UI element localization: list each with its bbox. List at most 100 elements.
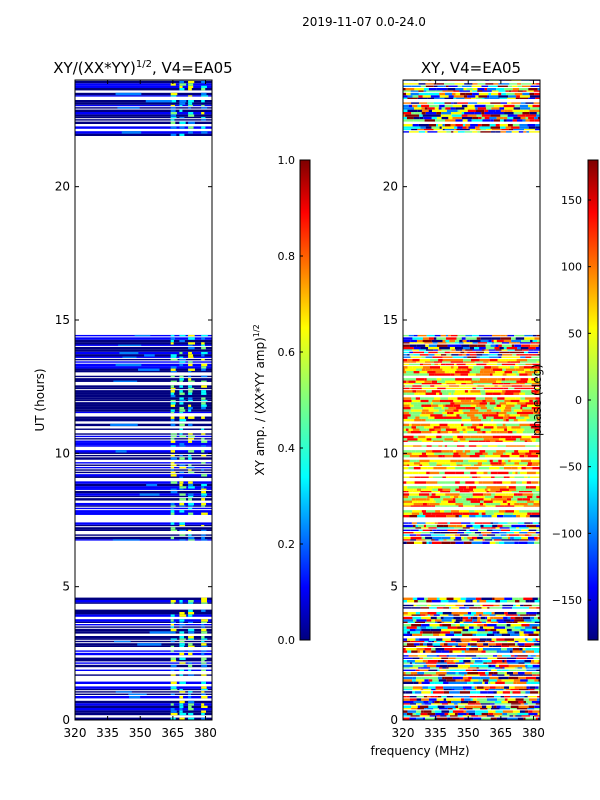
heatmap-cell bbox=[495, 370, 498, 374]
heatmap-stripe bbox=[201, 85, 207, 88]
heatmap-cell bbox=[482, 97, 485, 99]
heatmap-cell bbox=[536, 416, 540, 419]
heatmap-cell bbox=[527, 358, 538, 362]
heatmap-cell bbox=[500, 667, 503, 669]
heatmap-row bbox=[75, 390, 212, 393]
heatmap-cell bbox=[445, 361, 451, 363]
heatmap-stripe bbox=[170, 119, 175, 121]
heatmap-cell bbox=[539, 621, 540, 623]
heatmap-cell bbox=[449, 691, 460, 694]
heatmap-cell bbox=[513, 512, 517, 515]
left-panel: XY/(XX*YY)1/2, V4=EA05 320 335 350 365 380 0… bbox=[33, 59, 233, 740]
heatmap-stripe bbox=[179, 688, 183, 691]
heatmap-cell bbox=[477, 83, 486, 85]
heatmap-row bbox=[75, 539, 212, 541]
heatmap-cell bbox=[451, 392, 454, 395]
heatmap-cell bbox=[429, 676, 438, 680]
heatmap-cell bbox=[470, 358, 480, 362]
heatmap-cell bbox=[453, 616, 461, 620]
heatmap-cell bbox=[524, 428, 535, 431]
heatmap-cell bbox=[443, 698, 447, 701]
heatmap-cell bbox=[495, 710, 503, 713]
heatmap-cell bbox=[403, 514, 410, 518]
heatmap-stripe bbox=[179, 80, 184, 84]
heatmap-cell bbox=[519, 502, 528, 506]
heatmap-cell bbox=[475, 128, 481, 131]
left-panel-title: XY/(XX*YY)1/2, V4=EA05 bbox=[53, 59, 232, 77]
heatmap-cell bbox=[498, 411, 507, 415]
heatmap-cell bbox=[452, 676, 463, 680]
heatmap-cell bbox=[419, 669, 429, 671]
heatmap-cell bbox=[430, 691, 433, 694]
heatmap-cell bbox=[527, 703, 536, 705]
heatmap-cell bbox=[412, 657, 420, 659]
heatmap-cell bbox=[416, 696, 424, 698]
heatmap-cell bbox=[420, 505, 432, 507]
heatmap-cell bbox=[478, 534, 483, 536]
heatmap-cell bbox=[446, 414, 457, 417]
heatmap-cell bbox=[515, 698, 524, 701]
heatmap-cell bbox=[530, 616, 535, 620]
heatmap-cell bbox=[496, 423, 503, 427]
heatmap-cell bbox=[514, 626, 522, 629]
heatmap-cell bbox=[445, 669, 450, 671]
heatmap-cell bbox=[530, 387, 535, 390]
heatmap-cell bbox=[412, 691, 415, 694]
heatmap-row bbox=[75, 107, 212, 109]
heatmap-stripe bbox=[201, 342, 205, 345]
heatmap-stripe bbox=[179, 406, 185, 410]
heatmap-cell bbox=[513, 536, 522, 540]
heatmap-cell bbox=[434, 452, 444, 455]
heatmap-cell bbox=[403, 464, 408, 466]
heatmap-cell bbox=[444, 445, 448, 447]
heatmap-cell bbox=[446, 382, 456, 385]
heatmap-stripe bbox=[188, 363, 193, 367]
heatmap-cell bbox=[537, 88, 540, 91]
heatmap-cell bbox=[463, 452, 467, 455]
heatmap-cell bbox=[486, 380, 497, 383]
heatmap-cell bbox=[428, 679, 433, 682]
heatmap-row bbox=[75, 119, 212, 121]
heatmap-stripe bbox=[170, 522, 175, 525]
heatmap-cell bbox=[463, 621, 474, 623]
heatmap-cell bbox=[487, 607, 490, 609]
heatmap-cell bbox=[516, 514, 520, 518]
heatmap-cell bbox=[482, 90, 492, 92]
heatmap-cell bbox=[410, 418, 415, 422]
heatmap-cell bbox=[459, 490, 470, 493]
heatmap-cell bbox=[423, 657, 433, 659]
heatmap-stripe bbox=[201, 686, 207, 689]
heatmap-cell bbox=[472, 83, 478, 85]
heatmap-stripe bbox=[170, 418, 175, 422]
heatmap-cell bbox=[413, 700, 424, 704]
heatmap-stripe bbox=[170, 471, 176, 474]
heatmap-cell bbox=[513, 604, 516, 607]
heatmap-row bbox=[75, 450, 212, 453]
heatmap-cell bbox=[424, 426, 434, 429]
heatmap-cell bbox=[420, 466, 428, 470]
heatmap-cell bbox=[538, 633, 540, 636]
heatmap-cell bbox=[426, 402, 431, 405]
heatmap-row bbox=[75, 114, 212, 117]
heatmap-cell bbox=[457, 712, 467, 716]
heatmap-cell bbox=[511, 524, 522, 528]
heatmap-cell bbox=[456, 681, 468, 684]
heatmap-cell bbox=[502, 655, 511, 657]
heatmap-cell bbox=[505, 406, 512, 410]
heatmap-cell bbox=[465, 688, 477, 691]
heatmap-cell bbox=[403, 631, 408, 634]
heatmap-cell bbox=[484, 681, 489, 684]
heatmap-cell bbox=[435, 414, 443, 417]
heatmap-cell bbox=[472, 92, 479, 96]
heatmap-cell bbox=[435, 648, 445, 651]
heatmap-cell bbox=[498, 510, 506, 513]
heatmap-cell bbox=[461, 337, 466, 340]
heatmap-cell bbox=[506, 414, 510, 417]
heatmap-cell bbox=[480, 657, 488, 659]
heatmap-cell bbox=[467, 119, 472, 122]
heatmap-cell bbox=[516, 358, 528, 362]
heatmap-cell bbox=[443, 430, 449, 434]
heatmap-cell bbox=[535, 488, 540, 491]
heatmap-cell bbox=[509, 378, 521, 381]
heatmap-cell bbox=[495, 399, 505, 403]
